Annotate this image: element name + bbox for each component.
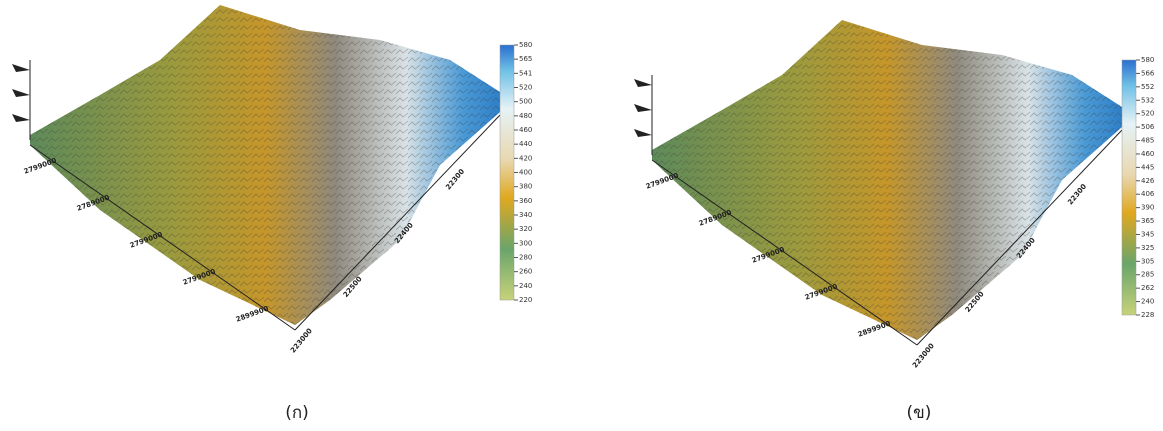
colorbar — [500, 45, 514, 300]
z-tick — [12, 114, 30, 122]
colorbar-label: 300 — [519, 239, 532, 247]
colorbar-label: 480 — [519, 112, 532, 120]
x-tick-label: 2799000 — [645, 172, 680, 191]
caption: (ข) — [907, 403, 932, 423]
colorbar-label: 285 — [1141, 271, 1154, 279]
z-tick — [634, 79, 652, 87]
colorbar-label: 325 — [1141, 244, 1154, 252]
colorbar-label: 520 — [519, 84, 532, 92]
x-tick-label: 2899900 — [235, 305, 270, 324]
y-tick-label: 22300 — [444, 167, 466, 191]
colorbar-label: 400 — [519, 169, 532, 177]
z-tick — [634, 104, 652, 112]
colorbar-label: 320 — [519, 225, 532, 233]
colorbar-label: 506 — [1141, 123, 1155, 131]
figure: 2799000278900027990002799000289990022300… — [0, 0, 1163, 431]
colorbar-label: 365 — [1141, 217, 1154, 225]
colorbar-label: 406 — [1141, 190, 1155, 198]
colorbar-label: 305 — [1141, 257, 1154, 265]
colorbar-label: 580 — [1141, 56, 1154, 64]
z-tick — [634, 129, 652, 137]
colorbar-label: 380 — [519, 183, 532, 191]
terrain-texture — [652, 20, 1122, 340]
colorbar — [1122, 60, 1136, 315]
colorbar-label: 566 — [1141, 69, 1155, 77]
surface-plot: 2799000278900027990002799000289990022300… — [634, 20, 1155, 369]
colorbar-label: 220 — [519, 296, 532, 304]
colorbar-label: 240 — [1141, 298, 1154, 306]
y-tick-label: 223000 — [911, 342, 936, 370]
colorbar-label: 280 — [519, 254, 532, 262]
colorbar-label: 426 — [1141, 177, 1155, 185]
colorbar-label: 580 — [519, 41, 532, 49]
y-tick-label: 22300 — [1066, 182, 1088, 206]
colorbar-label: 532 — [1141, 96, 1154, 104]
z-tick — [12, 64, 30, 72]
colorbar-label: 440 — [519, 140, 532, 148]
colorbar-label: 345 — [1141, 230, 1154, 238]
colorbar-label: 262 — [1141, 284, 1154, 292]
colorbar-label: 340 — [519, 211, 532, 219]
colorbar-label: 460 — [519, 126, 532, 134]
x-tick-label: 2899900 — [857, 320, 892, 339]
colorbar-label: 240 — [519, 282, 532, 290]
terrain-texture — [30, 5, 500, 325]
x-tick-label: 2799000 — [23, 157, 58, 176]
colorbar-label: 390 — [1141, 204, 1154, 212]
y-tick-label: 223000 — [289, 327, 314, 355]
z-tick — [12, 89, 30, 97]
colorbar-label: 445 — [1141, 163, 1154, 171]
surface-plot: 2799000278900027990002799000289990022300… — [12, 5, 532, 354]
colorbar-label: 360 — [519, 197, 532, 205]
colorbar-label: 565 — [519, 55, 532, 63]
colorbar-label: 485 — [1141, 137, 1154, 145]
colorbar-label: 420 — [519, 154, 532, 162]
colorbar-label: 520 — [1141, 110, 1154, 118]
colorbar-label: 228 — [1141, 311, 1154, 319]
colorbar-label: 500 — [519, 98, 532, 106]
colorbar-label: 460 — [1141, 150, 1154, 158]
colorbar-label: 260 — [519, 268, 532, 276]
panels: 2799000278900027990002799000289990022300… — [12, 5, 1155, 423]
colorbar-label: 552 — [1141, 83, 1154, 91]
colorbar-label: 541 — [519, 69, 532, 77]
caption: (ก) — [285, 403, 309, 423]
